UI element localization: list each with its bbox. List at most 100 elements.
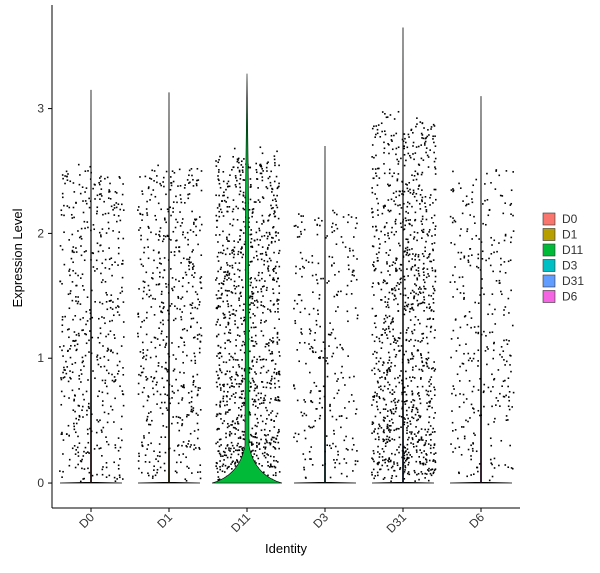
jitter-point <box>429 425 432 427</box>
jitter-point <box>222 455 224 457</box>
jitter-point <box>260 304 263 307</box>
jitter-point <box>215 381 218 384</box>
legend-label: D6 <box>562 290 578 304</box>
jitter-point <box>276 298 279 301</box>
jitter-point <box>121 193 124 196</box>
jitter-point <box>421 196 424 199</box>
jitter-point <box>232 218 235 221</box>
jitter-point <box>232 366 234 368</box>
jitter-point <box>92 266 95 268</box>
jitter-point <box>425 389 428 392</box>
jitter-point <box>160 401 163 404</box>
jitter-point <box>59 470 61 472</box>
jitter-point <box>382 389 384 392</box>
jitter-point <box>390 477 393 479</box>
jitter-point <box>220 294 223 296</box>
jitter-point <box>413 174 416 177</box>
jitter-point <box>244 319 246 321</box>
jitter-point <box>409 454 412 456</box>
jitter-point <box>428 416 431 418</box>
jitter-point <box>227 321 230 324</box>
jitter-point <box>186 414 189 416</box>
jitter-point <box>428 253 431 256</box>
jitter-point <box>407 385 409 387</box>
jitter-point <box>387 410 389 412</box>
jitter-point <box>301 257 304 260</box>
jitter-point <box>383 416 385 419</box>
jitter-point <box>217 471 219 473</box>
jitter-point <box>81 467 83 470</box>
jitter-point <box>405 409 408 412</box>
jitter-point <box>236 359 239 361</box>
jitter-point <box>144 461 147 463</box>
jitter-point <box>254 383 257 386</box>
jitter-point <box>252 345 255 347</box>
jitter-point <box>99 244 102 247</box>
jitter-point <box>237 159 239 161</box>
jitter-point <box>170 268 172 270</box>
jitter-point <box>262 311 264 314</box>
jitter-point <box>466 203 468 206</box>
jitter-point <box>310 458 312 460</box>
jitter-point <box>471 238 473 240</box>
jitter-point <box>99 180 102 182</box>
jitter-point <box>101 404 104 407</box>
jitter-point <box>431 235 433 237</box>
jitter-point <box>275 231 277 233</box>
jitter-point <box>161 311 164 314</box>
jitter-point <box>432 292 435 295</box>
jitter-point <box>424 428 426 431</box>
jitter-point <box>459 326 462 329</box>
jitter-point <box>377 124 380 126</box>
jitter-point <box>276 331 279 334</box>
jitter-point <box>193 380 195 382</box>
jitter-point <box>354 307 357 309</box>
jitter-point <box>303 267 305 269</box>
jitter-point <box>389 184 391 187</box>
jitter-point <box>424 442 427 444</box>
jitter-point <box>373 340 376 343</box>
jitter-point <box>107 443 110 446</box>
jitter-point <box>499 392 501 395</box>
jitter-point <box>89 309 91 311</box>
jitter-point <box>411 248 413 250</box>
jitter-point <box>391 226 393 229</box>
jitter-point <box>272 445 275 448</box>
jitter-point <box>158 262 161 264</box>
jitter-point <box>115 192 118 194</box>
jitter-point <box>405 183 407 185</box>
jitter-point <box>251 297 254 300</box>
jitter-point <box>252 313 255 315</box>
jitter-point <box>403 400 406 403</box>
jitter-point <box>389 114 392 116</box>
jitter-point <box>248 226 250 228</box>
jitter-point <box>305 259 308 262</box>
jitter-point <box>165 336 168 338</box>
jitter-point <box>450 443 452 445</box>
jitter-point <box>415 445 418 448</box>
jitter-point <box>90 289 93 292</box>
jitter-point <box>238 297 240 300</box>
jitter-point <box>432 202 434 204</box>
jitter-point <box>76 302 79 305</box>
jitter-point <box>339 343 342 346</box>
jitter-point <box>487 313 489 316</box>
jitter-point <box>77 300 80 303</box>
jitter-point <box>197 471 199 474</box>
jitter-point <box>315 323 318 326</box>
jitter-point <box>469 248 471 250</box>
jitter-point <box>122 301 125 303</box>
jitter-point <box>481 203 484 205</box>
jitter-point <box>304 458 307 461</box>
jitter-point <box>223 317 225 319</box>
jitter-point <box>66 205 69 207</box>
jitter-point <box>157 362 160 364</box>
jitter-point <box>395 353 398 356</box>
jitter-point <box>504 202 507 204</box>
x-tick-label: D3 <box>310 510 331 531</box>
jitter-point <box>465 398 468 400</box>
jitter-point <box>153 314 156 316</box>
jitter-point <box>155 458 157 460</box>
jitter-point <box>165 170 168 173</box>
jitter-point <box>378 396 380 398</box>
